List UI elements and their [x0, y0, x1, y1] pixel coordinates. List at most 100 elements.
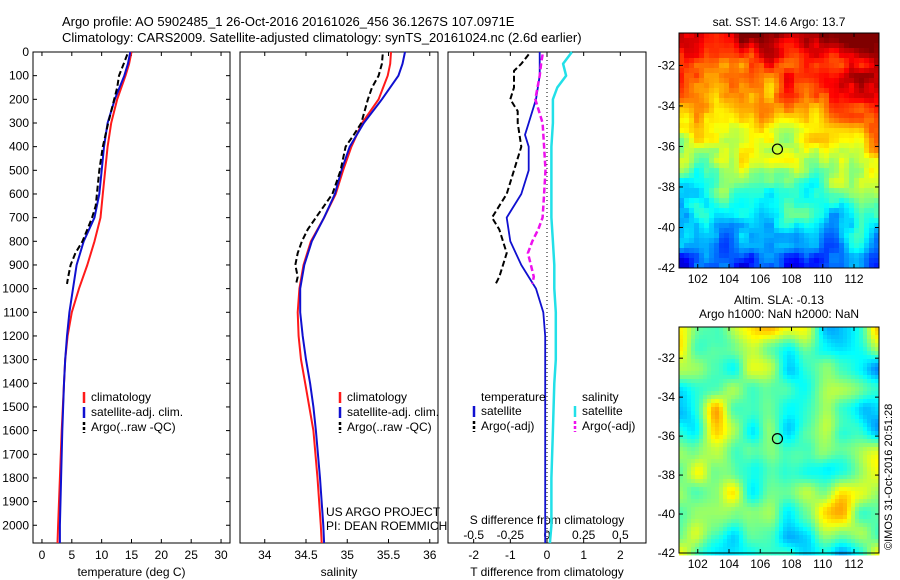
- sst-map-cell: [864, 233, 870, 239]
- sst-map-cell: [784, 233, 790, 239]
- sst-map-cell: [709, 223, 715, 229]
- sla-map-cell: [791, 399, 796, 404]
- sla-map-cell: [723, 503, 728, 508]
- sla-map-cell: [735, 427, 740, 432]
- sla-map-cell: [775, 347, 780, 352]
- sla-map-cell: [867, 511, 872, 516]
- sst-map-cell: [699, 198, 705, 204]
- sst-map-cell: [844, 123, 850, 129]
- sla-map-cell: [863, 547, 868, 552]
- sst-map-cell: [839, 73, 845, 79]
- sst-map-argo-location-marker: [771, 143, 784, 155]
- sla-map-cell: [735, 383, 740, 388]
- sla-map-cell: [751, 519, 756, 524]
- sla-map-cell: [831, 455, 836, 460]
- sst-map-cell: [824, 108, 830, 114]
- sst-map-cell: [804, 148, 810, 154]
- temperature-depth-tick-label: 1900: [2, 495, 29, 509]
- sst-map-cell: [869, 253, 875, 259]
- sla-map-cell: [871, 415, 876, 420]
- sla-map-cell: [775, 519, 780, 524]
- sla-map-cell: [819, 475, 824, 480]
- sla-map-cell: [787, 339, 792, 344]
- difference-top-axis-label: S difference from climatology: [470, 513, 625, 527]
- sst-map-cell: [699, 33, 705, 39]
- sst-map-cell: [829, 163, 835, 169]
- sst-map-cell: [819, 238, 825, 244]
- sst-map-cell: [829, 183, 835, 189]
- sla-map-cell: [799, 463, 804, 468]
- sst-map-cell: [859, 183, 865, 189]
- sst-map-cell: [859, 118, 865, 124]
- sst-map-cell: [729, 103, 735, 109]
- sst-map-cell: [719, 183, 725, 189]
- sst-map-cell: [829, 88, 835, 94]
- sla-map-cell: [751, 531, 756, 536]
- sla-map-cell: [763, 387, 768, 392]
- sla-map-cell: [735, 395, 740, 400]
- sst-map-cell: [874, 223, 880, 229]
- sst-map-cell: [834, 43, 840, 49]
- sla-map-cell: [679, 459, 684, 464]
- sla-map-cell: [859, 471, 864, 476]
- sla-map-cell: [699, 539, 704, 544]
- sla-map-cell: [743, 387, 748, 392]
- sla-map-cell: [847, 451, 852, 456]
- sla-map-cell: [719, 431, 724, 436]
- sst-map-cell: [859, 128, 865, 134]
- sla-map-cell: [747, 495, 752, 500]
- sst-map-cell: [744, 103, 750, 109]
- sla-map-cell: [791, 471, 796, 476]
- sla-map-cell: [743, 535, 748, 540]
- sst-map-cell: [794, 258, 800, 264]
- sla-map-cell: [811, 539, 816, 544]
- sst-map-cell: [859, 208, 865, 214]
- sla-map-cell: [823, 539, 828, 544]
- sst-map-cell: [739, 108, 745, 114]
- sst-map-cell: [839, 218, 845, 224]
- sla-map-cell: [811, 387, 816, 392]
- sla-map-cell: [691, 479, 696, 484]
- sla-map-cell: [711, 535, 716, 540]
- sla-map-cell: [843, 511, 848, 516]
- sst-map-cell: [719, 258, 725, 264]
- sst-map-cell: [814, 133, 820, 139]
- sla-map-cell: [723, 339, 728, 344]
- sst-map-cell: [714, 143, 720, 149]
- sst-map-cell: [824, 43, 830, 49]
- sla-map-cell: [847, 507, 852, 512]
- sla-map-cell: [811, 527, 816, 532]
- sla-map-cell: [683, 407, 688, 412]
- sla-map-cell: [827, 511, 832, 516]
- sla-map-cell: [771, 347, 776, 352]
- sla-map-cell: [819, 539, 824, 544]
- sst-map-cell: [739, 148, 745, 154]
- sla-map-cell: [739, 483, 744, 488]
- sst-map-cell: [694, 208, 700, 214]
- sla-map-cell: [787, 383, 792, 388]
- sst-map-cell: [839, 88, 845, 94]
- sla-map-cell: [827, 475, 832, 480]
- sla-map-cell: [687, 379, 692, 384]
- sst-map-cell: [874, 78, 880, 84]
- sla-map-cell: [859, 499, 864, 504]
- sst-map-cell: [794, 143, 800, 149]
- sst-map-cell: [719, 243, 725, 249]
- sla-map-cell: [683, 423, 688, 428]
- sla-map-cell: [799, 419, 804, 424]
- sst-map-cell: [834, 168, 840, 174]
- sla-map-cell: [799, 507, 804, 512]
- sla-map-cell: [779, 411, 784, 416]
- sla-map-cell: [679, 403, 684, 408]
- sst-map-cell: [729, 168, 735, 174]
- sla-map-cell: [703, 467, 708, 472]
- sla-map-cell: [787, 355, 792, 360]
- sla-map-cell: [787, 447, 792, 452]
- sla-map-cell: [803, 471, 808, 476]
- sla-map-cell: [799, 403, 804, 408]
- sla-map-cell: [803, 547, 808, 552]
- sst-map-cell: [749, 228, 755, 234]
- sst-map-cell: [864, 208, 870, 214]
- sla-map-cell: [707, 479, 712, 484]
- sla-map-cell: [851, 503, 856, 508]
